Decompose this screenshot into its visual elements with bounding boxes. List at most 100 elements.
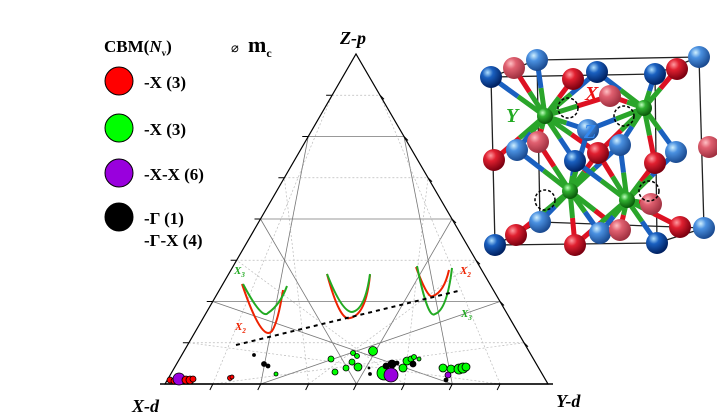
atom-y — [562, 183, 578, 199]
band-label-x2-left: X2 — [234, 321, 246, 335]
atom-z — [484, 234, 506, 256]
data-point — [368, 346, 378, 356]
band-curve-x2 — [326, 273, 371, 320]
atom-z — [589, 222, 611, 244]
atom-x — [527, 131, 549, 153]
atom-y — [636, 100, 652, 116]
atom-x — [505, 224, 527, 246]
tick — [475, 259, 481, 265]
tick — [400, 383, 405, 391]
tick — [353, 383, 357, 391]
band-curves-middle — [326, 273, 371, 320]
tick — [499, 301, 505, 306]
legend-label: -X (3) — [144, 120, 186, 139]
band-label-x3-left: X3 — [233, 265, 245, 279]
atom-z — [480, 66, 502, 88]
data-point — [444, 371, 452, 379]
data-point — [342, 364, 350, 372]
atom-x — [644, 152, 666, 174]
band-curve-x3 — [326, 273, 371, 314]
atoms — [480, 46, 717, 256]
legend-title: CBM(Nv) — [104, 37, 172, 58]
legend-label: -Γ-X (4) — [144, 231, 203, 250]
band-curve-x3 — [416, 265, 453, 316]
vacancy-circle — [638, 180, 660, 202]
data-point — [189, 375, 197, 383]
band-label-x3-right: X3 — [460, 308, 472, 322]
tick — [427, 177, 433, 183]
atom-y — [619, 192, 635, 208]
band-curve-x2 — [415, 266, 450, 298]
grid-line — [236, 259, 405, 385]
right-vertex-label: Y-d — [556, 391, 581, 411]
atom-x — [669, 216, 691, 238]
legend-marker-purple — [104, 158, 134, 188]
data-point — [368, 372, 372, 376]
atom-z — [506, 139, 528, 161]
data-point — [354, 353, 360, 359]
grid-line — [284, 177, 309, 385]
atom-z — [688, 46, 710, 68]
atom-x — [587, 142, 609, 164]
data-point — [353, 362, 363, 372]
atom-z — [529, 211, 551, 233]
data-point — [350, 350, 356, 356]
atom-z — [644, 63, 666, 85]
data-point — [383, 367, 399, 383]
size-legend-symbol: ⌀ — [231, 41, 239, 56]
legend-marker-green — [104, 113, 134, 143]
band-curves-left — [241, 283, 288, 334]
legend-marker-red — [104, 66, 134, 96]
grid-line — [188, 342, 501, 385]
size-legend-label: mc — [248, 32, 272, 60]
legend-label: -X-X (6) — [144, 165, 204, 184]
tick — [451, 218, 457, 224]
data-point — [265, 363, 271, 369]
data-point — [229, 374, 235, 380]
tick — [448, 383, 453, 391]
data-point — [382, 362, 390, 370]
tick — [523, 342, 529, 348]
grid-line — [403, 136, 453, 385]
atom-z — [646, 232, 668, 254]
crystal-structure: X Y Z — [480, 46, 717, 256]
atom-x — [698, 136, 717, 158]
data-point — [416, 356, 422, 362]
crystal-label-x: X — [584, 83, 599, 105]
atom-z — [693, 217, 715, 239]
tick — [305, 383, 310, 391]
data-point — [261, 361, 267, 367]
data-point — [398, 363, 408, 373]
atom-x — [666, 58, 688, 80]
legend-marker-black — [104, 202, 134, 232]
crystal-label-y: Y — [506, 105, 520, 127]
data-points — [166, 346, 471, 386]
data-point — [327, 355, 335, 363]
vacancy-circle — [557, 97, 579, 119]
atom-x — [562, 68, 584, 90]
ternary-ticks — [182, 94, 529, 391]
data-point — [273, 371, 279, 377]
vacancy-circle — [534, 189, 556, 211]
atom-x — [599, 85, 621, 107]
atom-z — [526, 49, 548, 71]
ternary-grid — [188, 94, 525, 385]
band-curve-x2 — [241, 283, 284, 334]
tick — [257, 383, 262, 391]
apex-label: Z-p — [339, 28, 366, 48]
legend-label: -X (3) — [144, 73, 186, 92]
grid-line — [212, 301, 453, 385]
left-vertex-label: X-d — [131, 396, 160, 416]
atom-x — [503, 57, 525, 79]
cell-edge — [536, 56, 700, 61]
data-point — [461, 362, 471, 372]
atom-z — [586, 61, 608, 83]
data-point — [252, 353, 256, 357]
tick — [496, 383, 501, 391]
data-point — [438, 363, 448, 373]
ternary-diagram: Z-p X-d Y-d X3 X2 X2 X3 — [131, 28, 581, 416]
band-curve-x3 — [242, 283, 288, 316]
data-point — [409, 360, 417, 368]
data-point — [394, 360, 400, 366]
